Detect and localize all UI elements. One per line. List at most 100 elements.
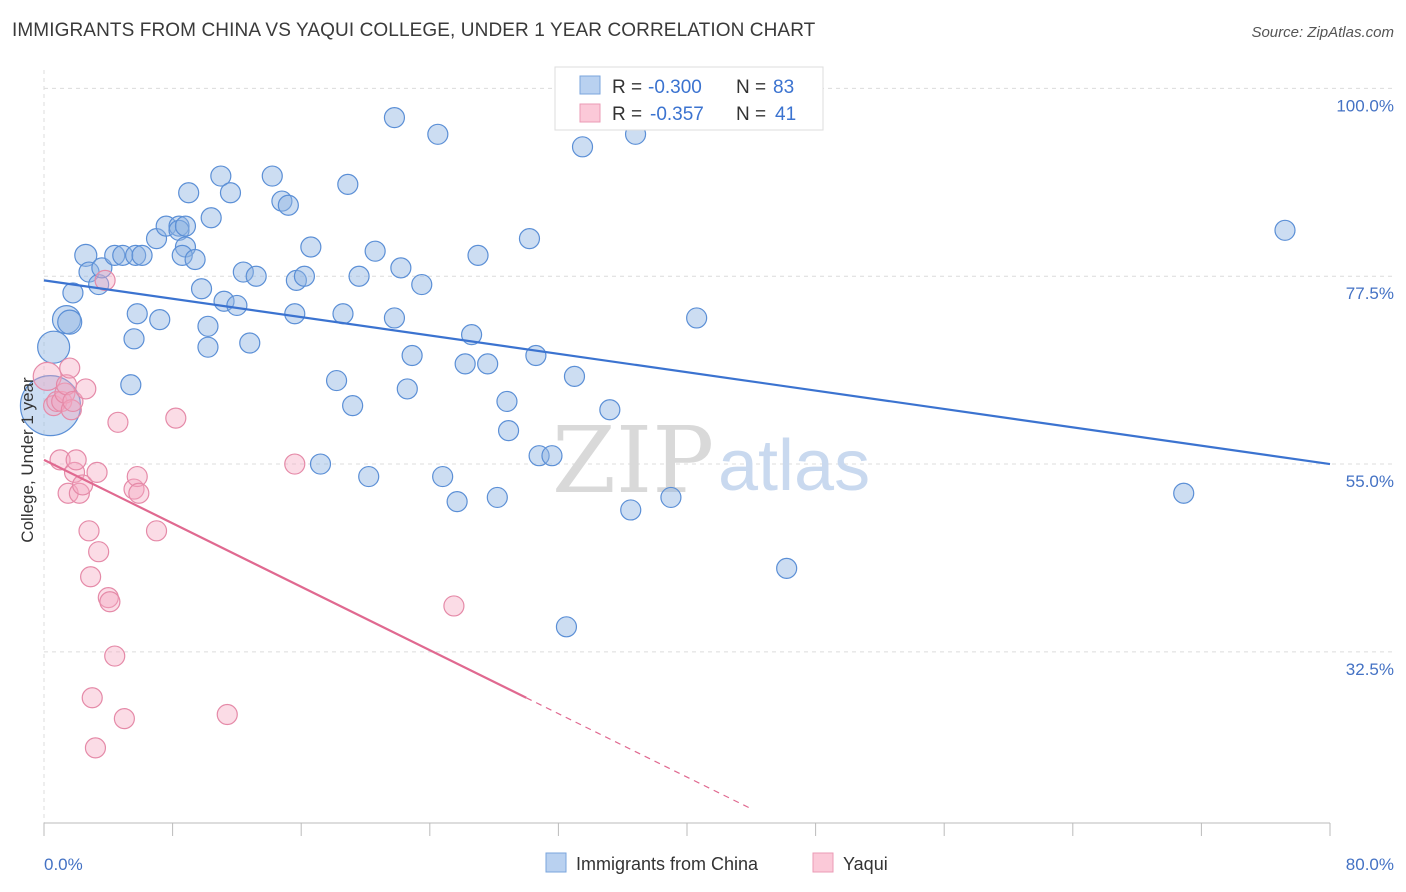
china-point-15	[126, 303, 148, 325]
legend-n-label-yaqui: N =	[736, 104, 766, 125]
legend-r-value-china: -0.300	[648, 77, 702, 98]
china-point-42	[293, 265, 316, 287]
china-point-73	[563, 365, 586, 387]
china-point-61	[454, 353, 476, 375]
china-point-40	[284, 303, 306, 325]
china-point-57	[411, 273, 433, 296]
china-point-33	[226, 294, 248, 317]
china-point-69	[525, 344, 547, 367]
china-point-22	[174, 215, 197, 237]
china-point-39	[277, 194, 299, 216]
legend-n-value-yaqui: 41	[775, 104, 796, 125]
china-point-18	[155, 215, 177, 237]
trend-lines	[43, 279, 1331, 810]
china-point-56	[401, 344, 423, 367]
chart-title: IMMIGRANTS FROM CHINA VS YAQUI COLLEGE, …	[12, 20, 816, 41]
china-point-23	[171, 244, 193, 266]
watermark-atlas: atlas	[718, 426, 870, 506]
china-point-8	[91, 257, 113, 279]
china-point-54	[390, 257, 412, 279]
legend-r-label-yaqui: R =	[612, 104, 642, 125]
china-point-25	[184, 248, 206, 271]
yaqui-point-25	[104, 645, 126, 667]
legend: R = -0.300 N = 83 R = -0.357 N = 41	[554, 66, 824, 131]
china-point-59	[432, 465, 454, 488]
china-point-34	[232, 261, 254, 283]
china-point-72	[555, 616, 578, 638]
china-point-51	[364, 240, 386, 262]
china-point-46	[332, 303, 354, 325]
bottom-legend-swatch-yaqui	[812, 852, 834, 873]
source-label: Source: ZipAtlas.com	[1251, 24, 1394, 41]
bottom-legend: Immigrants from China Yaqui	[545, 852, 888, 874]
china-point-24	[178, 182, 200, 204]
china-point-78	[660, 486, 682, 509]
yaqui-point-17	[80, 566, 102, 588]
y-tick-label-3: 100.0%	[1336, 96, 1394, 115]
china-point-48	[342, 395, 364, 417]
china-point-30	[210, 165, 232, 187]
china-point-50	[358, 465, 380, 488]
yaqui-point-22	[94, 269, 116, 291]
series-yaqui	[32, 269, 465, 759]
china-point-76	[620, 499, 642, 521]
yaqui-point-9	[60, 399, 82, 421]
yaqui-point-34	[284, 453, 306, 475]
x-tick-label-max: 80.0%	[1346, 855, 1394, 874]
china-point-55	[396, 378, 418, 400]
y-axis-tick-labels: 32.5% 55.0% 77.5% 100.0%	[1336, 96, 1394, 678]
watermark-zip: ZIP	[552, 407, 714, 514]
yaqui-point-29	[126, 465, 148, 488]
china-point-47	[337, 173, 359, 195]
china-point-11	[120, 374, 142, 396]
yaqui-point-5	[54, 382, 76, 404]
china-point-71	[541, 445, 563, 467]
china-point-29	[197, 336, 219, 358]
china-point-5	[74, 243, 98, 267]
china-point-17	[149, 309, 171, 331]
bottom-legend-label-china: Immigrants from China	[576, 854, 759, 874]
china-point-45	[325, 369, 348, 392]
china-point-82	[1274, 219, 1296, 241]
china-point-64	[477, 353, 499, 375]
china-point-79	[686, 307, 708, 329]
yaqui-trend-line	[43, 458, 527, 699]
yaqui-point-30	[128, 482, 150, 504]
china-point-60	[446, 491, 468, 513]
china-point-49	[348, 265, 370, 287]
china-point-3	[57, 309, 83, 335]
yaqui-point-21	[88, 541, 110, 563]
china-point-12	[125, 244, 147, 266]
yaqui-point-8	[59, 357, 81, 379]
series-immigrants-from-china	[19, 107, 1296, 638]
bottom-legend-swatch-china	[545, 852, 567, 873]
yaqui-point-26	[107, 411, 129, 433]
yaqui-point-13	[68, 482, 90, 504]
yaqui-point-31	[145, 520, 168, 542]
china-point-58	[427, 123, 449, 145]
y-tick-label-1: 55.0%	[1346, 472, 1394, 491]
yaqui-point-10	[62, 390, 84, 413]
china-point-75	[599, 399, 621, 421]
yaqui-point-35	[443, 595, 465, 617]
china-point-52	[383, 107, 406, 129]
china-point-32	[219, 182, 242, 204]
yaqui-point-20	[86, 461, 108, 483]
china-point-66	[496, 390, 518, 413]
legend-swatch-china	[579, 75, 601, 95]
china-point-63	[467, 244, 489, 266]
china-trend-line	[43, 279, 1331, 466]
yaqui-point-27	[113, 708, 135, 730]
legend-swatch-yaqui	[579, 103, 601, 123]
china-point-43	[300, 236, 322, 258]
china-point-14	[131, 244, 153, 266]
yaqui-point-15	[75, 378, 97, 400]
china-point-38	[271, 190, 293, 212]
china-point-44	[309, 453, 332, 475]
yaqui-point-33	[216, 703, 238, 726]
yaqui-point-19	[84, 737, 107, 759]
x-tick-label-min: 0.0%	[44, 855, 83, 874]
china-point-65	[486, 486, 508, 509]
china-point-74	[571, 136, 594, 158]
